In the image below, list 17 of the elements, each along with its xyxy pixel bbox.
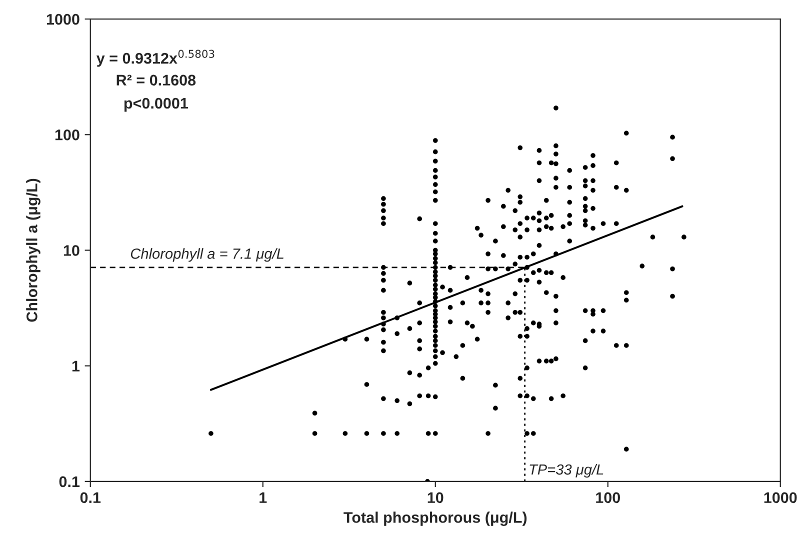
ref-line-label: TP=33 μg/L xyxy=(530,464,604,478)
annotation: R² = 0.1608 xyxy=(116,74,196,86)
annotation: y = 0.9312x$^{0.5803}$ xyxy=(96,50,214,67)
x-tick-label: 100 xyxy=(596,492,620,504)
x-tick-label: 1000 xyxy=(764,492,797,504)
x-axis-title: Total phosphorous (μg/L) xyxy=(344,512,527,526)
ref-line-label: Chlorophyll a = 7.1 μg/L xyxy=(130,248,284,262)
y-tick-label: 10 xyxy=(64,245,80,256)
y-tick-label: 0.1 xyxy=(59,476,80,488)
y-tick-label: 1000 xyxy=(46,14,80,25)
annotation: p<0.0001 xyxy=(124,98,188,112)
y-axis-title: Chlorophyll a (μg/L) xyxy=(26,178,40,322)
x-tick-label: 1 xyxy=(260,492,267,503)
y-tick-label: 1 xyxy=(72,360,80,372)
x-tick-label: 0.1 xyxy=(80,492,101,504)
y-tick-label: 100 xyxy=(55,130,80,140)
x-tick-label: 10 xyxy=(428,492,444,504)
